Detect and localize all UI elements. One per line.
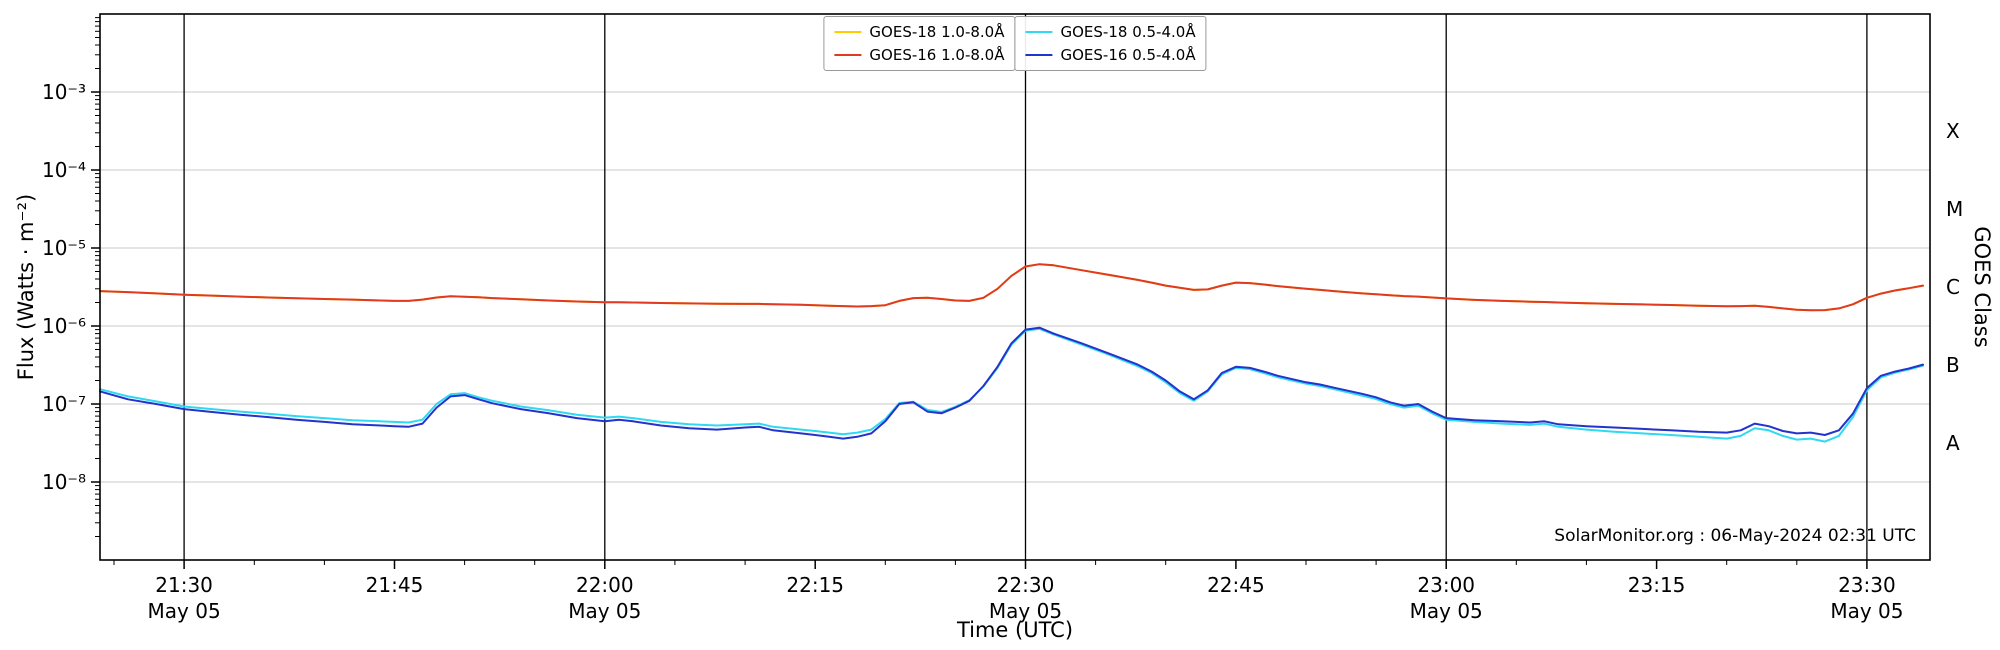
legend-item-goes18-long: GOES-18 1.0-8.0Å [834,23,1005,41]
legend-line-goes16-long-icon [834,54,862,56]
legend-label-goes16-short: GOES-16 0.5-4.0Å [1060,46,1196,64]
y-axis-label: Flux (Watts · m⁻²) [14,193,38,381]
x-tick-sublabel: May 05 [1410,599,1483,623]
x-tick-label: 22:45 [1207,573,1265,597]
y-tick-label: 10⁻⁵ [42,236,86,260]
watermark-text: SolarMonitor.org : 06-May-2024 02:31 UTC [1554,526,1916,546]
y-tick-label: 10⁻³ [42,80,86,104]
y-tick-label: 10⁻⁴ [42,158,86,182]
legend: GOES-18 1.0-8.0Å GOES-16 1.0-8.0Å GOES-1… [823,16,1207,71]
x-tick-label: 23:00 [1417,573,1475,597]
x-tick-label: 22:00 [576,573,634,597]
x-tick-sublabel: May 05 [989,599,1062,623]
series-goes16-long-line [99,263,1924,312]
legend-item-goes18-short: GOES-18 0.5-4.0Å [1025,23,1196,41]
goes-class-letter: A [1946,431,1960,455]
x-tick-sublabel: May 05 [568,599,641,623]
series-goes16-short-line [99,326,1924,440]
legend-box-short-channel: GOES-18 0.5-4.0Å GOES-16 0.5-4.0Å [1014,16,1207,71]
series-goes18-long-line [99,263,1924,312]
x-tick-label: 21:30 [155,573,213,597]
x-tick-label: 21:45 [366,573,424,597]
legend-line-goes16-short-icon [1025,54,1053,56]
x-tick-sublabel: May 05 [148,599,221,623]
y-tick-label: 10⁻⁸ [42,470,86,494]
legend-item-goes16-short: GOES-16 0.5-4.0Å [1025,46,1196,64]
legend-item-goes16-long: GOES-16 1.0-8.0Å [834,46,1005,64]
legend-label-goes16-long: GOES-16 1.0-8.0Å [869,46,1005,64]
x-tick-label: 23:15 [1628,573,1686,597]
y-tick-label: 10⁻⁷ [42,392,86,416]
goes-class-letter: M [1946,197,1963,221]
goes-class-letter: C [1946,275,1960,299]
goes-class-letter: B [1946,353,1960,377]
goes-class-letter: X [1946,119,1960,143]
x-axis-label: Time (UTC) [956,618,1074,642]
legend-label-goes18-short: GOES-18 0.5-4.0Å [1060,23,1196,41]
x-tick-label: 23:30 [1838,573,1896,597]
legend-box-long-channel: GOES-18 1.0-8.0Å GOES-16 1.0-8.0Å [823,16,1016,71]
plot-frame [99,13,1931,561]
legend-label-goes18-long: GOES-18 1.0-8.0Å [869,23,1005,41]
legend-line-goes18-long-icon [834,31,862,33]
x-tick-label: 22:15 [786,573,844,597]
legend-line-goes18-short-icon [1025,31,1053,33]
right-axis-label: GOES Class [1970,226,1994,348]
x-tick-label: 22:30 [997,573,1055,597]
y-tick-label: 10⁻⁶ [42,314,86,338]
x-tick-sublabel: May 05 [1830,599,1903,623]
